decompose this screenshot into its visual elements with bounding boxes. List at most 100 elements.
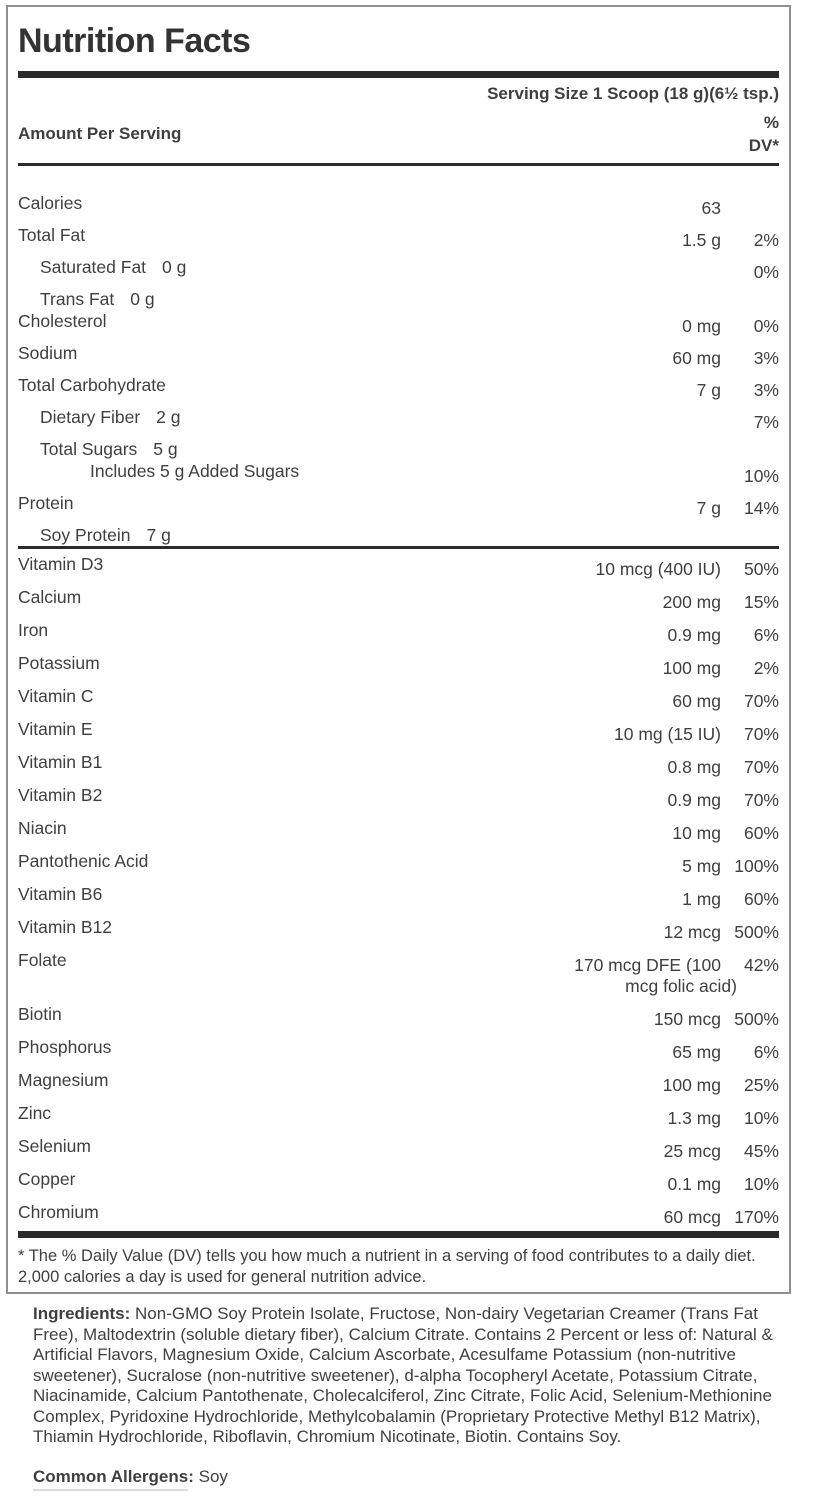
percent-dv-header-line2: DV*	[748, 136, 779, 155]
nutrient-dv: 3%	[753, 380, 779, 400]
nutrient-dv: 170%	[734, 1207, 779, 1227]
nutrient-row: Calcium 200 mg 15%	[18, 587, 779, 612]
nutrient-name: Calcium	[18, 587, 82, 607]
nutrient-dv: 45%	[743, 1141, 779, 1161]
divider-header	[18, 163, 779, 166]
nutrient-name: Vitamin B2	[18, 785, 103, 805]
nutrient-row: Copper 0.1 mg 10%	[18, 1169, 779, 1194]
nutrient-dv: 70%	[743, 757, 779, 777]
divider-thick-bottom	[18, 1231, 779, 1238]
nutrient-name: Sodium	[18, 343, 78, 363]
nutrient-dv: 60%	[743, 889, 779, 909]
nutrient-name: Total Carbohydrate	[18, 375, 166, 395]
nutrient-row: Vitamin D3 10 mcg (400 IU) 50%	[18, 554, 779, 579]
nutrient-amount: 12 mcg	[663, 922, 721, 942]
nutrient-amount: 100 mg	[662, 658, 721, 678]
nutrient-row: Includes 5 g Added Sugars 10%	[18, 461, 779, 486]
nutrient-dv: 3%	[753, 348, 779, 368]
nutrient-amount: 7 g	[696, 498, 721, 518]
nutrient-dv: 10%	[743, 1174, 779, 1194]
ingredients-text: Non-GMO Soy Protein Isolate, Fructose, N…	[33, 1304, 773, 1446]
nutrient-amount: 1.3 mg	[667, 1108, 722, 1128]
common-allergens-text: Soy	[198, 1467, 228, 1486]
nutrient-dv: 60%	[743, 823, 779, 843]
nutrient-dv: 25%	[743, 1075, 779, 1095]
nutrient-row: Folate 170 mcg DFE (100 mcg folic acid) 4…	[18, 950, 779, 996]
nutrient-inline-amount: 2 g	[156, 407, 181, 427]
nutrient-amount: 65 mg	[672, 1042, 721, 1062]
nutrient-name: Selenium	[18, 1136, 91, 1156]
nutrient-amount: 0 mg	[682, 316, 721, 336]
percent-dv-header: % DV*	[749, 110, 779, 158]
nutrient-name: Vitamin C	[18, 686, 94, 706]
nutrient-dv: 100%	[734, 856, 779, 876]
serving-size: Serving Size 1 Scoop (18 g)(6½ tsp.)	[487, 84, 779, 103]
nutrient-name: Niacin	[18, 818, 67, 838]
nutrient-name: Cholesterol	[18, 311, 107, 331]
nutrient-amount: 0.8 mg	[667, 757, 722, 777]
nutrient-amount: 0.9 mg	[667, 625, 722, 645]
nutrient-name: Iron	[18, 620, 49, 640]
nutrient-name: Copper	[18, 1169, 76, 1189]
nutrient-dv: 10%	[743, 466, 779, 486]
nutrient-row: Biotin 150 mcg 500%	[18, 1004, 779, 1029]
nutrient-amount: 100 mg	[662, 1075, 721, 1095]
column-header-row: Amount Per Serving % DV*	[18, 110, 779, 158]
ingredients-paragraph: Ingredients: Non-GMO Soy Protein Isolate…	[33, 1304, 795, 1448]
nutrient-amount: 25 mcg	[663, 1141, 721, 1161]
nutrient-amount: 0.1 mg	[667, 1174, 722, 1194]
percent-dv-header-line1: %	[763, 113, 779, 132]
nutrient-amount: 60 mcg	[663, 1207, 721, 1227]
nutrient-name: Vitamin D3	[18, 554, 104, 574]
nutrient-row: Potassium 100 mg 2%	[18, 653, 779, 678]
nutrient-row: Saturated Fat 0 g 0%	[18, 257, 779, 282]
nutrient-name: Includes 5 g Added Sugars	[90, 461, 300, 481]
nutrient-row: Total Carbohydrate 7 g 3%	[18, 375, 779, 400]
nutrient-name: Potassium	[18, 653, 100, 673]
nutrition-facts-title: Nutrition Facts	[18, 22, 251, 60]
nutrient-name: Vitamin B1	[18, 752, 103, 772]
nutrient-row: Pantothenic Acid 5 mg 100%	[18, 851, 779, 876]
nutrient-row: Calories 63	[18, 193, 779, 218]
nutrient-inline-amount: 7 g	[146, 525, 171, 545]
macronutrient-rows: Calories 63 Total Fat 1.5 g 2% Saturated…	[18, 193, 779, 546]
allergens-underline-rule	[33, 1489, 188, 1491]
nutrient-dv: 0%	[753, 262, 779, 282]
nutrient-name: Total Sugars 5 g	[40, 439, 178, 459]
nutrient-dv: 42%	[743, 955, 779, 975]
nutrient-row: Vitamin B1 0.8 mg 70%	[18, 752, 779, 777]
common-allergens-label: Common Allergens:	[33, 1467, 194, 1486]
nutrient-row: Total Fat 1.5 g 2%	[18, 225, 779, 250]
nutrient-name: Total Fat	[18, 225, 86, 245]
nutrient-amount: 60 mg	[672, 691, 721, 711]
nutrient-row: Dietary Fiber 2 g 7%	[18, 407, 779, 432]
amount-per-serving-header: Amount Per Serving	[18, 124, 182, 143]
nutrient-amount: 170 mcg DFE (100 mcg folic acid)	[574, 955, 737, 996]
nutrient-row: Vitamin B6 1 mg 60%	[18, 884, 779, 909]
nutrient-inline-amount: 0 g	[130, 289, 155, 309]
nutrient-name: Phosphorus	[18, 1037, 112, 1057]
nutrient-amount: 63	[701, 198, 721, 218]
nutrient-dv: 50%	[743, 559, 779, 579]
daily-value-footnote: * The % Daily Value (DV) tells you how m…	[18, 1247, 756, 1286]
ingredients-label: Ingredients:	[33, 1304, 131, 1323]
nutrient-name: Folate	[18, 950, 67, 970]
nutrient-amount: 10 mg	[672, 823, 721, 843]
nutrient-name: Protein	[18, 493, 74, 513]
nutrient-inline-amount: 0 g	[162, 257, 187, 277]
nutrient-amount: 200 mg	[662, 592, 721, 612]
nutrient-name: Vitamin B12	[18, 917, 113, 937]
nutrient-dv: 2%	[753, 230, 779, 250]
nutrient-name: Trans Fat 0 g	[40, 289, 155, 309]
nutrient-amount: 1.5 g	[682, 230, 721, 250]
nutrient-row: Soy Protein 7 g	[18, 525, 779, 546]
nutrient-row: Iron 0.9 mg 6%	[18, 620, 779, 645]
nutrient-row: Niacin 10 mg 60%	[18, 818, 779, 843]
nutrient-dv: 70%	[743, 724, 779, 744]
nutrient-row: Vitamin E 10 mg (15 IU) 70%	[18, 719, 779, 744]
nutrient-amount: 7 g	[696, 380, 721, 400]
nutrition-facts-panel: Nutrition Facts Serving Size 1 Scoop (18…	[6, 5, 791, 1294]
nutrient-row: Total Sugars 5 g	[18, 439, 779, 460]
common-allergens: Common Allergens: Soy	[33, 1466, 228, 1487]
